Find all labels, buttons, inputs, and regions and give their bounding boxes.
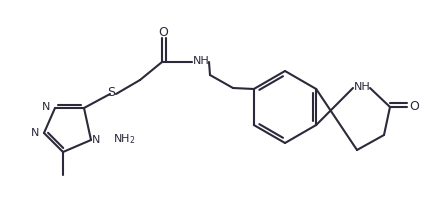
Text: NH: NH: [354, 82, 371, 92]
Text: O: O: [409, 100, 419, 114]
Text: N: N: [31, 128, 39, 138]
Text: N: N: [42, 102, 50, 112]
Text: NH: NH: [192, 56, 209, 66]
Text: S: S: [107, 87, 115, 99]
Text: O: O: [158, 26, 168, 39]
Text: NH$_2$: NH$_2$: [113, 132, 135, 146]
Text: N: N: [92, 135, 100, 145]
